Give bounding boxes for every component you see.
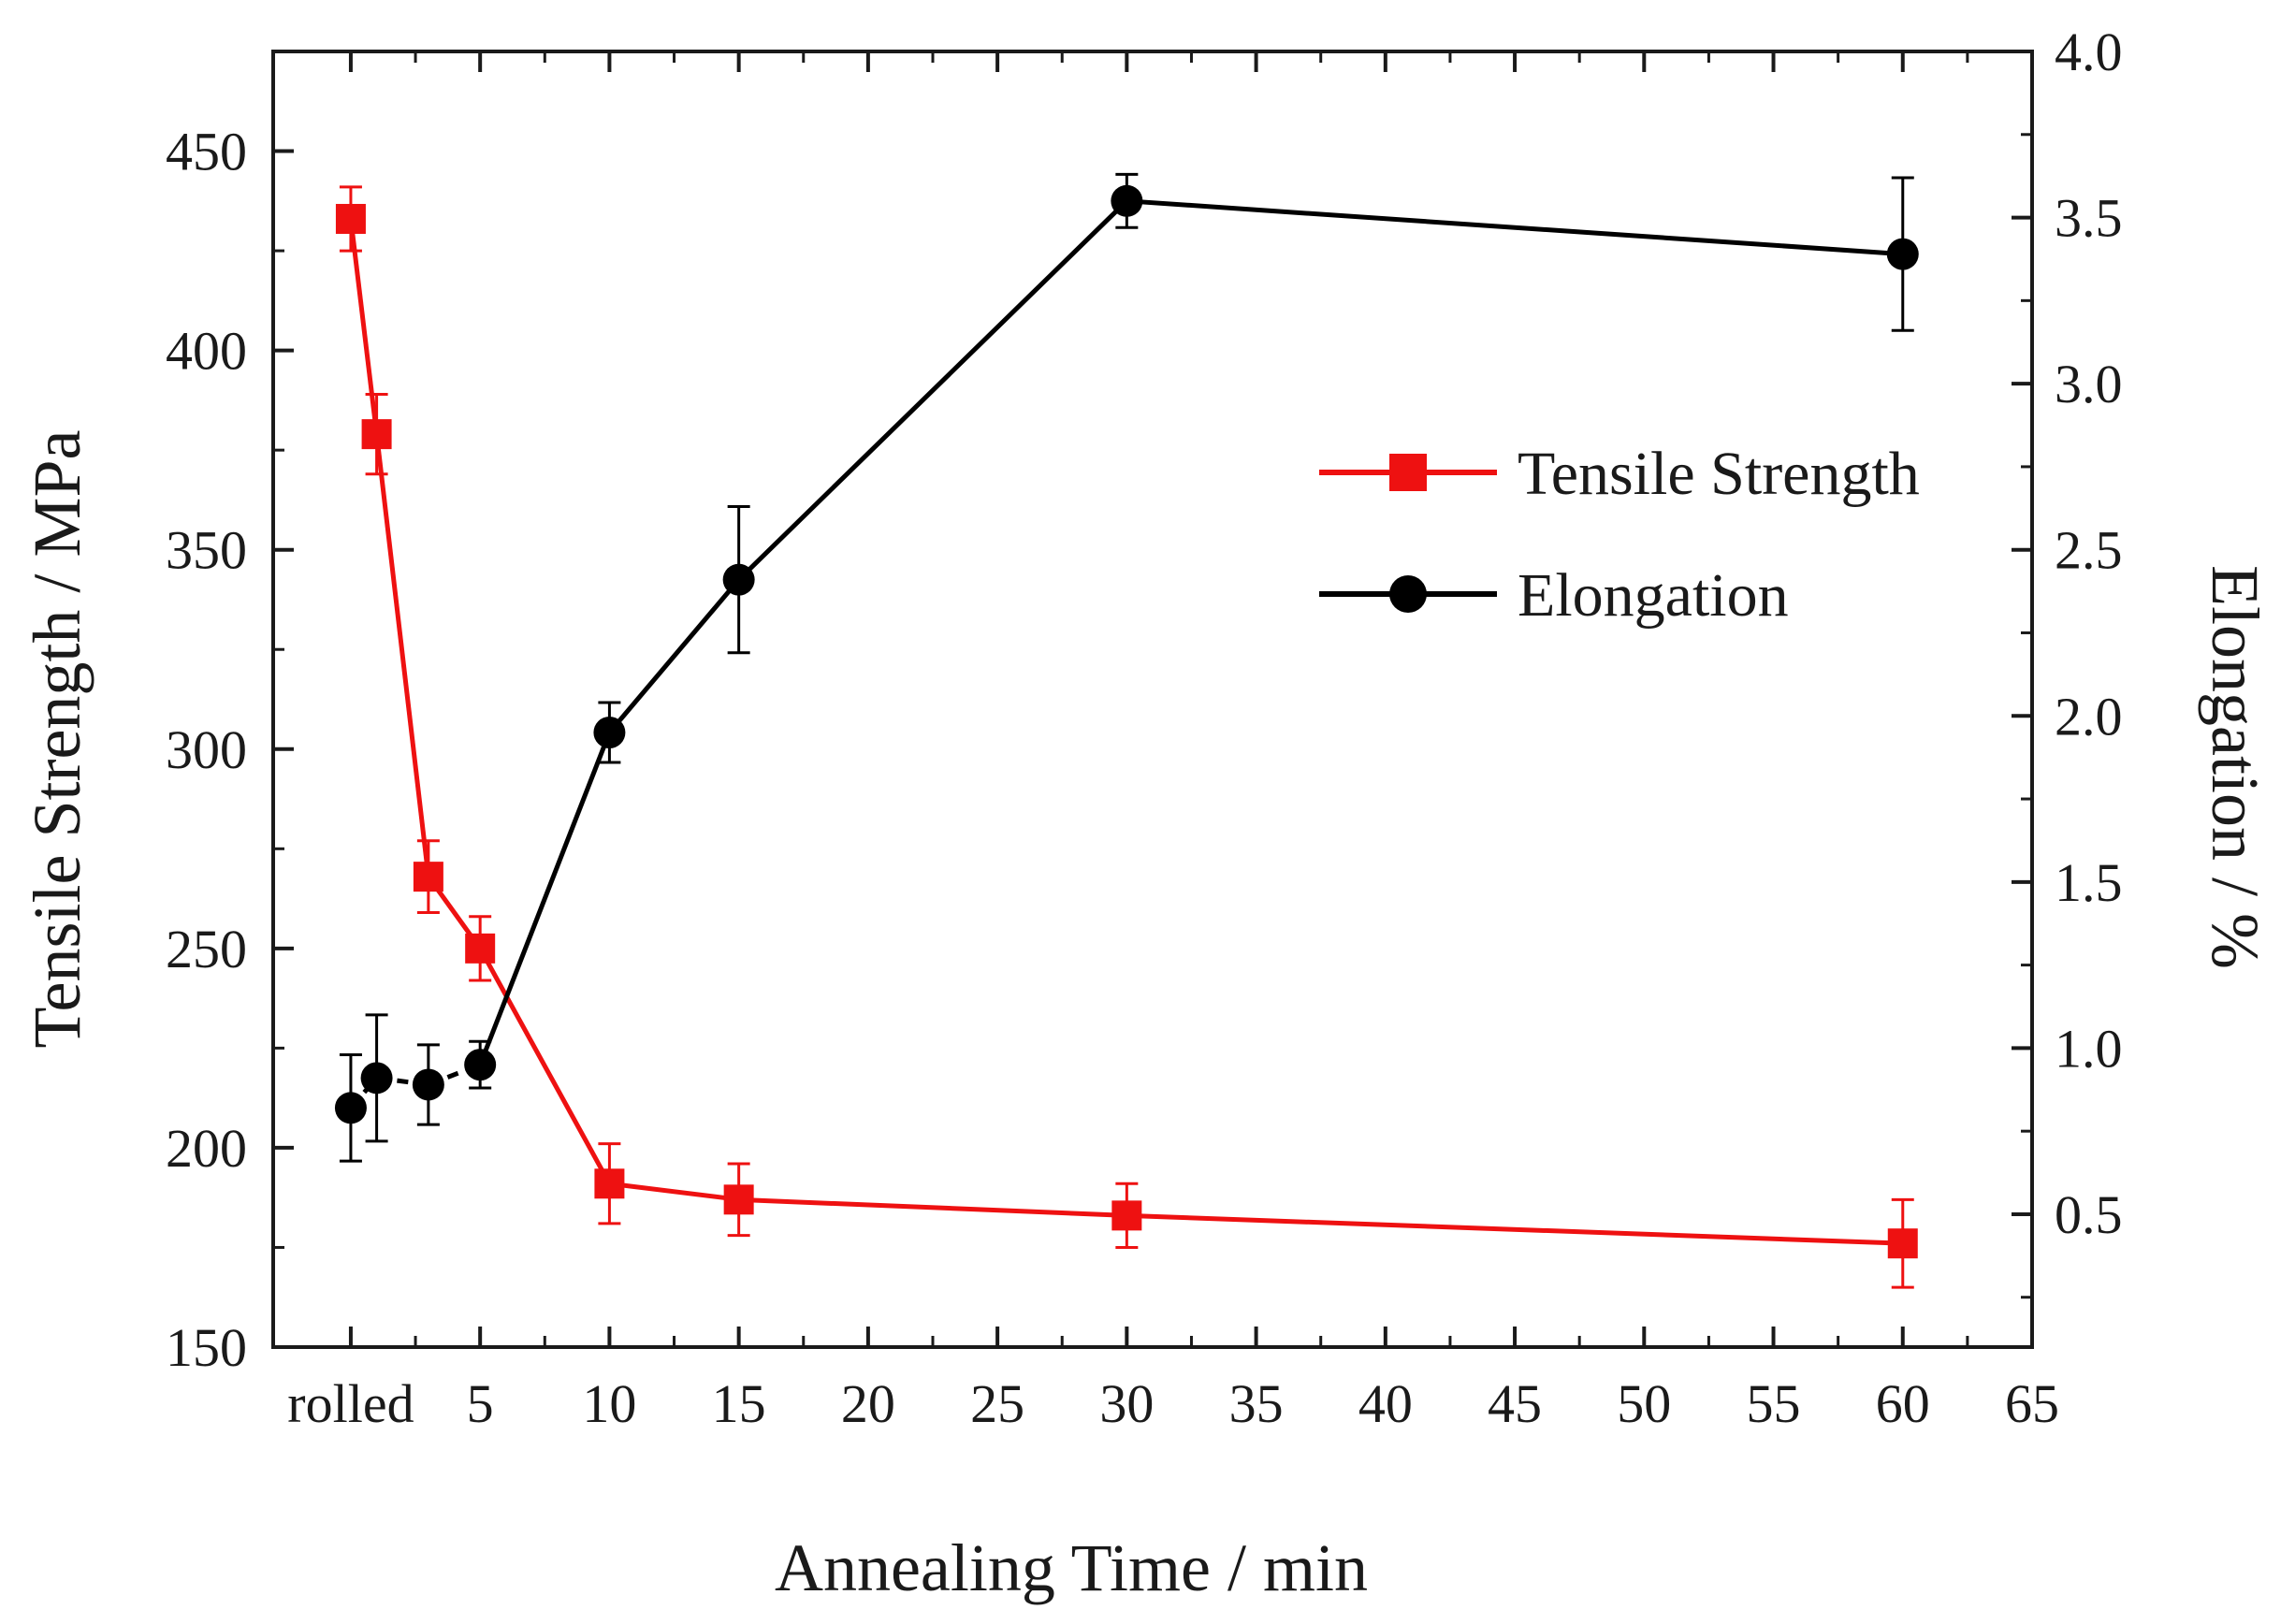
y-left-tick-label-150: 150 xyxy=(166,1317,247,1378)
plot-frame xyxy=(271,50,2034,1349)
y-left-tick-label-350: 350 xyxy=(166,520,247,581)
y-left-tick-label-200: 200 xyxy=(166,1118,247,1179)
ticks-layer: rolled 5 10 15 20 25 30 35 40 45 50 55 60 65 150 200 250… xyxy=(166,22,2123,1434)
y-left-tick-label-300: 300 xyxy=(166,719,247,780)
y-right-tick-label-1.0: 1.0 xyxy=(2055,1018,2123,1079)
y-right-tick-label-1.5: 1.5 xyxy=(2055,852,2123,913)
y-right-tick-label-2.0: 2.0 xyxy=(2055,686,2123,747)
legend: Tensile Strength Elongation xyxy=(1319,440,1920,630)
legend-label-elongation: Elongation xyxy=(1518,561,1789,630)
data-point-square xyxy=(1111,1200,1142,1231)
series-line-segment xyxy=(348,218,380,435)
data-point-square xyxy=(723,1184,754,1215)
x-tick-label-15: 15 xyxy=(712,1373,766,1434)
series-line-segment xyxy=(374,433,431,877)
x-tick-label-10: 10 xyxy=(582,1373,636,1434)
x-axis-title: Annealing Time / min xyxy=(775,1530,1368,1605)
x-tick-label-25: 25 xyxy=(970,1373,1024,1434)
data-point-square xyxy=(335,203,366,234)
legend-marker-tensile xyxy=(1389,454,1427,491)
data-point-square xyxy=(594,1168,625,1199)
series-layer xyxy=(334,172,1919,1289)
series-line-segment xyxy=(736,199,1129,582)
series-elongation xyxy=(334,172,1919,1163)
data-point-square xyxy=(1887,1228,1918,1259)
y-right-tick-label-2.5: 2.5 xyxy=(2055,520,2123,581)
y-left-tick-label-450: 450 xyxy=(166,122,247,182)
x-tick-label-45: 45 xyxy=(1488,1373,1542,1434)
x-tick-label-5: 5 xyxy=(467,1373,494,1434)
data-point-circle xyxy=(1111,184,1143,217)
legend-marker-elongation xyxy=(1389,575,1427,613)
x-tick-label-40: 40 xyxy=(1358,1373,1413,1434)
y-left-tick-label-400: 400 xyxy=(166,321,247,382)
data-point-circle xyxy=(722,563,755,596)
series-line-segment xyxy=(609,1181,739,1202)
y-right-tick-label-0.5: 0.5 xyxy=(2055,1184,2123,1245)
data-point-circle xyxy=(1886,238,1919,270)
series-line-segment xyxy=(477,732,612,1066)
x-tick-label-55: 55 xyxy=(1747,1373,1801,1434)
x-tick-label-35: 35 xyxy=(1229,1373,1284,1434)
data-point-square xyxy=(361,419,392,450)
data-point-square xyxy=(413,862,443,892)
x-tick-label-50: 50 xyxy=(1617,1373,1671,1434)
x-tick-label-20: 20 xyxy=(841,1373,895,1434)
y-left-tick-label-250: 250 xyxy=(166,919,247,979)
data-point-circle xyxy=(593,717,626,749)
y-right-tick-label-4.0: 4.0 xyxy=(2055,22,2123,82)
series-line-segment xyxy=(607,578,741,734)
data-point-circle xyxy=(412,1068,444,1101)
series-tensile-strength xyxy=(335,185,1918,1289)
data-point-square xyxy=(465,933,496,964)
x-tick-label-rolled: rolled xyxy=(287,1373,414,1434)
legend-label-tensile: Tensile Strength xyxy=(1518,440,1920,508)
y-right-tick-label-3.0: 3.0 xyxy=(2055,354,2123,414)
series-line-segment xyxy=(477,947,612,1185)
x-tick-label-60: 60 xyxy=(1876,1373,1930,1434)
y-right-tick-label-3.5: 3.5 xyxy=(2055,188,2123,249)
series-line-segment xyxy=(1126,198,1903,257)
series-line-segment xyxy=(738,1196,1127,1218)
x-tick-label-65: 65 xyxy=(2005,1373,2059,1434)
y-left-axis-title: Tensile Strength / MPa xyxy=(20,430,94,1049)
data-point-circle xyxy=(334,1092,367,1124)
series-line-segment xyxy=(1126,1212,1903,1246)
x-tick-label-30: 30 xyxy=(1099,1373,1154,1434)
data-point-circle xyxy=(464,1049,497,1081)
data-point-circle xyxy=(360,1062,393,1095)
y-right-axis-title: Elongation / % xyxy=(2198,565,2273,969)
